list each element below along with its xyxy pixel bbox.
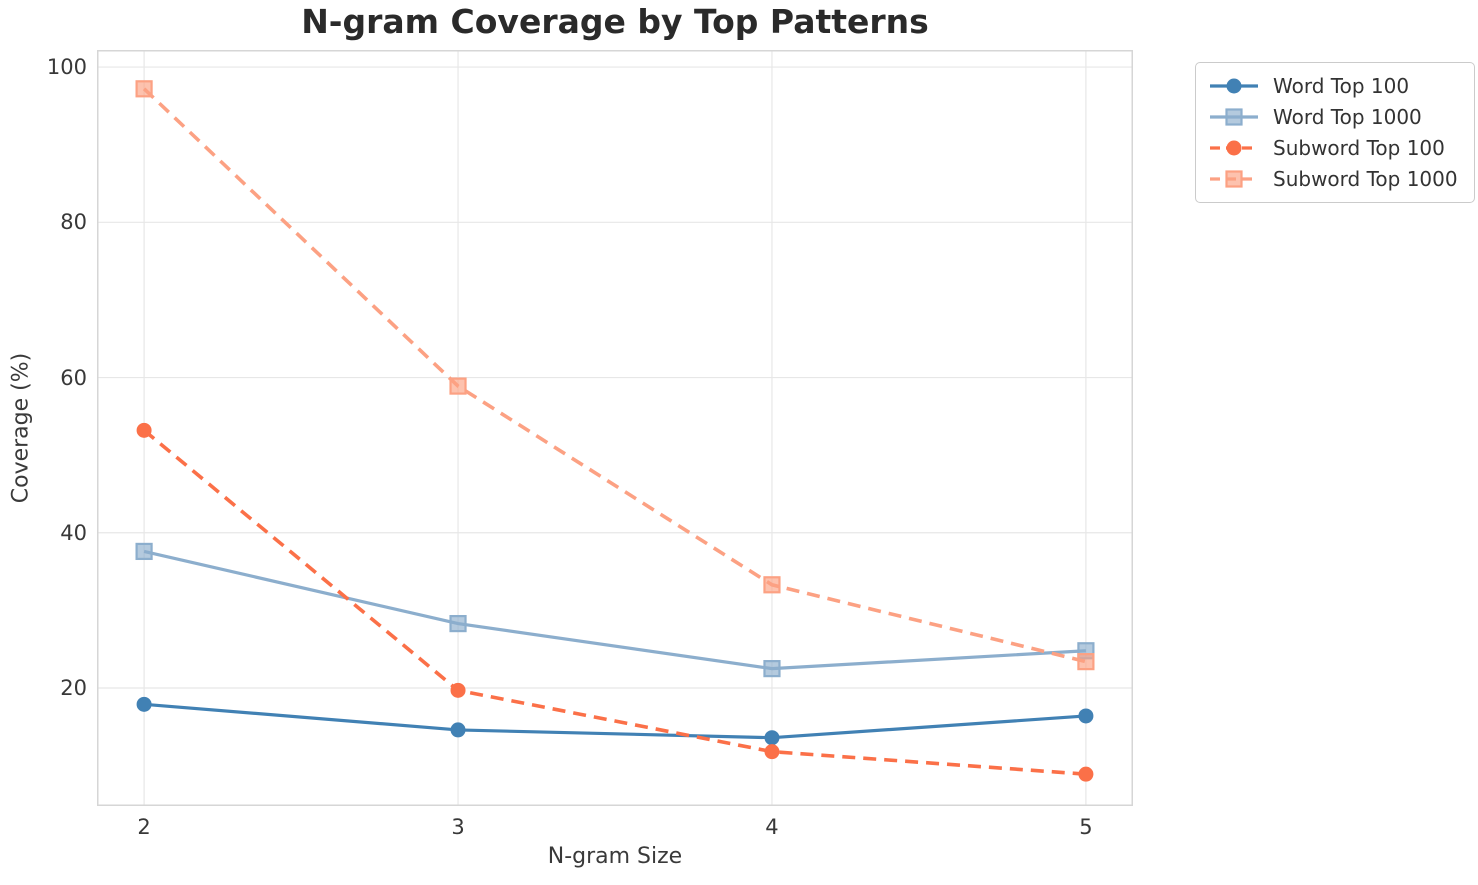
data-point-circle [450, 682, 466, 698]
legend-sample-square-icon [1210, 170, 1258, 188]
legend-item: Word Top 1000 [1208, 103, 1458, 131]
y-tick-label: 20 [60, 676, 87, 701]
legend-label: Subword Top 1000 [1273, 167, 1458, 191]
legend: Word Top 100 Word Top 1000 Subword Top 100… [1195, 62, 1475, 203]
legend-sample-square-icon [1210, 108, 1258, 126]
data-point-circle [1078, 708, 1094, 724]
legend-label: Subword Top 100 [1273, 136, 1445, 160]
data-point-square [135, 80, 153, 98]
chart-title: N-gram Coverage by Top Patterns [301, 2, 929, 41]
x-tick-label: 3 [451, 815, 465, 839]
x-tick-label: 5 [1079, 815, 1093, 839]
x-axis-label: N-gram Size [547, 844, 683, 869]
x-tick-label: 4 [765, 815, 779, 839]
data-point-square [135, 542, 153, 561]
data-point-circle [450, 722, 466, 738]
legend-item: Word Top 100 [1208, 72, 1458, 100]
data-point-square [449, 614, 467, 633]
series-line-3 [142, 87, 1087, 664]
data-point-circle [136, 422, 152, 438]
y-tick-label: 100 [46, 55, 87, 80]
plot-area [97, 50, 1133, 806]
data-point-square [763, 576, 781, 594]
legend-label: Word Top 100 [1273, 74, 1410, 98]
legend-label: Word Top 1000 [1273, 105, 1422, 129]
data-point-square [1077, 653, 1095, 671]
data-point-circle [764, 744, 780, 760]
data-point-square [449, 377, 467, 395]
legend-sample-circle-icon [1210, 140, 1258, 156]
data-point-square [763, 660, 781, 678]
series-line-2 [142, 428, 1087, 776]
series-line-1 [143, 549, 1086, 671]
x-tick-label: 2 [137, 815, 151, 839]
y-tick-label: 80 [60, 210, 87, 235]
series-line-0 [143, 702, 1087, 740]
data-point-circle [136, 696, 152, 712]
plot-border [97, 50, 1133, 806]
y-tick-label: 40 [60, 520, 87, 545]
legend-item: Subword Top 1000 [1208, 165, 1458, 193]
legend-item: Subword Top 100 [1208, 134, 1458, 162]
y-tick-label: 60 [60, 365, 87, 390]
data-point-circle [1078, 766, 1094, 782]
data-point-circle [764, 730, 780, 746]
legend-sample-circle-icon [1210, 78, 1258, 94]
